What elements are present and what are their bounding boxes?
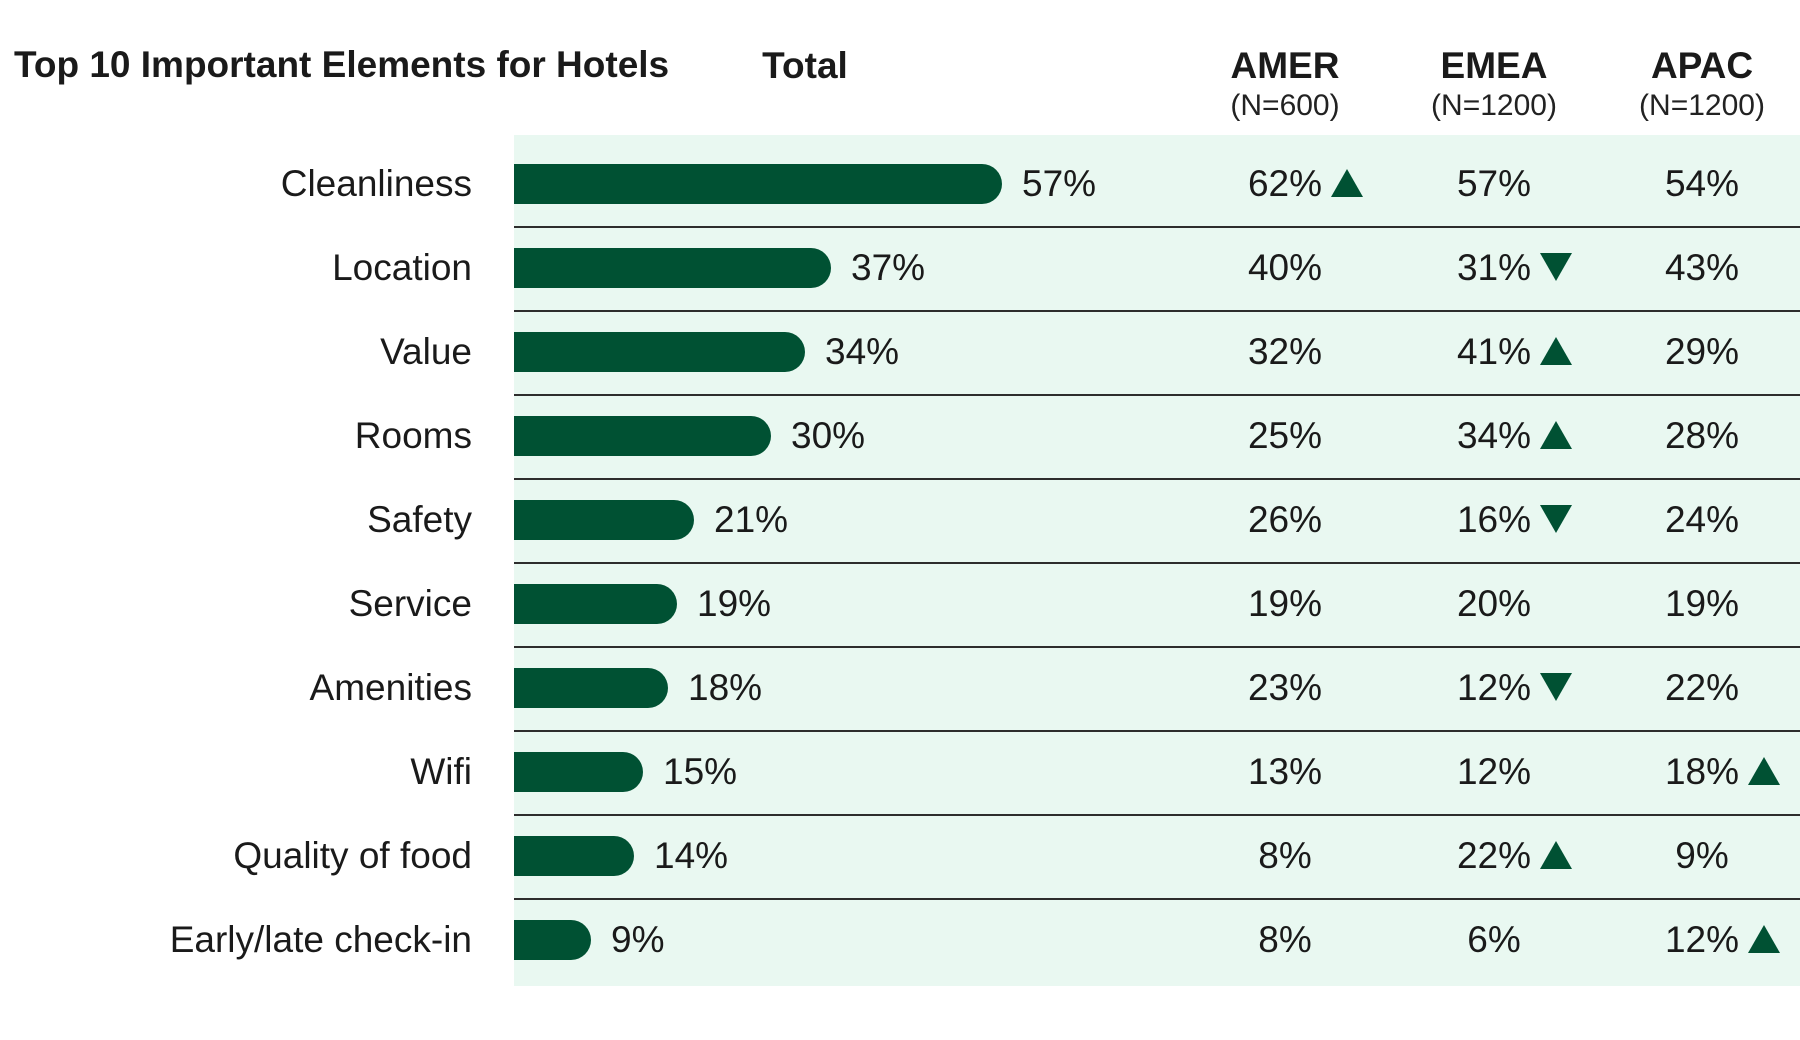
total-value-quality-of-food: 14%	[654, 835, 729, 876]
amer-value-service: 19%	[1247, 583, 1323, 624]
column-header-total: Total	[745, 44, 865, 88]
bar-cleanliness	[514, 164, 1002, 204]
row-divider	[514, 394, 1800, 396]
emea-value-value: 41%	[1456, 331, 1532, 372]
emea-value-location: 31%	[1456, 247, 1532, 288]
amer-value-early-late-check-in: 8%	[1258, 919, 1312, 960]
category-label-cleanliness: Cleanliness	[280, 163, 472, 204]
amer-value-safety: 26%	[1247, 499, 1323, 540]
category-label-location: Location	[332, 247, 472, 288]
emea-value-early-late-check-in: 6%	[1467, 919, 1521, 960]
total-value-rooms: 30%	[791, 415, 866, 456]
row-divider	[514, 478, 1800, 480]
emea-up-arrow-icon-value	[1540, 337, 1572, 365]
column-header-emea-n: (N=1200)	[1431, 89, 1557, 122]
column-header-amer-label: AMER	[1230, 45, 1340, 86]
apac-value-quality-of-food: 9%	[1675, 835, 1729, 876]
column-header-apac-n: (N=1200)	[1639, 89, 1765, 122]
total-value-amenities: 18%	[688, 667, 763, 708]
total-value-cleanliness: 57%	[1022, 163, 1097, 204]
column-header-total-label: Total	[762, 45, 848, 86]
emea-value-safety: 16%	[1456, 499, 1532, 540]
apac-value-wifi: 18%	[1664, 751, 1740, 792]
bar-service	[514, 584, 677, 624]
chart-title: Top 10 Important Elements for Hotels	[14, 44, 670, 85]
bar-early-late-check-in	[514, 920, 591, 960]
total-value-early-late-check-in: 9%	[611, 919, 665, 960]
apac-value-early-late-check-in: 12%	[1664, 919, 1740, 960]
row-divider	[514, 814, 1800, 816]
category-label-amenities: Amenities	[309, 667, 472, 708]
apac-value-safety: 24%	[1664, 499, 1740, 540]
total-value-wifi: 15%	[663, 751, 738, 792]
emea-down-arrow-icon-safety	[1540, 505, 1572, 533]
apac-value-amenities: 22%	[1664, 667, 1740, 708]
bar-safety	[514, 500, 694, 540]
row-divider	[514, 898, 1800, 900]
category-label-safety: Safety	[367, 499, 472, 540]
bar-value	[514, 332, 805, 372]
emea-down-arrow-icon-amenities	[1540, 673, 1572, 701]
amer-value-cleanliness: 62%	[1247, 163, 1323, 204]
column-header-emea-label: EMEA	[1440, 45, 1548, 86]
row-divider	[514, 562, 1800, 564]
total-value-safety: 21%	[714, 499, 789, 540]
apac-value-location: 43%	[1664, 247, 1740, 288]
total-value-service: 19%	[697, 583, 772, 624]
bar-wifi	[514, 752, 643, 792]
emea-value-quality-of-food: 22%	[1456, 835, 1532, 876]
emea-value-cleanliness: 57%	[1456, 163, 1532, 204]
emea-value-amenities: 12%	[1456, 667, 1532, 708]
column-header-emea: EMEA (N=1200)	[1414, 44, 1574, 124]
column-header-amer: AMER (N=600)	[1205, 44, 1365, 124]
amer-value-value: 32%	[1247, 331, 1323, 372]
amer-value-rooms: 25%	[1247, 415, 1323, 456]
bar-amenities	[514, 668, 668, 708]
total-value-location: 37%	[851, 247, 926, 288]
emea-up-arrow-icon-quality-of-food	[1540, 841, 1572, 869]
column-header-apac: APAC (N=1200)	[1622, 44, 1782, 124]
apac-value-value: 29%	[1664, 331, 1740, 372]
apac-value-rooms: 28%	[1664, 415, 1740, 456]
apac-up-arrow-icon-wifi	[1748, 757, 1780, 785]
amer-value-location: 40%	[1247, 247, 1323, 288]
row-divider	[514, 310, 1800, 312]
column-header-apac-label: APAC	[1650, 45, 1754, 86]
emea-value-wifi: 12%	[1456, 751, 1532, 792]
bar-quality-of-food	[514, 836, 634, 876]
total-value-value: 34%	[825, 331, 900, 372]
amer-up-arrow-icon-cleanliness	[1331, 169, 1363, 197]
apac-up-arrow-icon-early-late-check-in	[1748, 925, 1780, 953]
row-divider	[514, 226, 1800, 228]
column-header-amer-n: (N=600)	[1230, 89, 1340, 122]
apac-value-service: 19%	[1664, 583, 1740, 624]
apac-value-cleanliness: 54%	[1664, 163, 1740, 204]
amer-value-amenities: 23%	[1247, 667, 1323, 708]
row-divider	[514, 730, 1800, 732]
category-label-wifi: Wifi	[410, 751, 472, 792]
emea-value-service: 20%	[1456, 583, 1532, 624]
category-label-value: Value	[380, 331, 472, 372]
category-label-service: Service	[348, 583, 472, 624]
emea-value-rooms: 34%	[1456, 415, 1532, 456]
category-label-rooms: Rooms	[354, 415, 472, 456]
category-label-early-late-check-in: Early/late check-in	[169, 919, 472, 960]
category-label-quality-of-food: Quality of food	[233, 835, 472, 876]
bar-rooms	[514, 416, 771, 456]
amer-value-wifi: 13%	[1247, 751, 1323, 792]
emea-up-arrow-icon-rooms	[1540, 421, 1572, 449]
amer-value-quality-of-food: 8%	[1258, 835, 1312, 876]
emea-down-arrow-icon-location	[1540, 253, 1572, 281]
bar-location	[514, 248, 831, 288]
row-divider	[514, 646, 1800, 648]
